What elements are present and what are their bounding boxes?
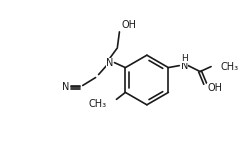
Text: CH₃: CH₃	[221, 62, 239, 72]
Text: N: N	[106, 58, 113, 68]
Text: N: N	[181, 61, 188, 71]
Text: CH₃: CH₃	[88, 99, 106, 109]
Text: N: N	[62, 82, 69, 92]
Text: OH: OH	[207, 83, 222, 93]
Text: H: H	[181, 54, 188, 63]
Text: OH: OH	[122, 20, 136, 30]
